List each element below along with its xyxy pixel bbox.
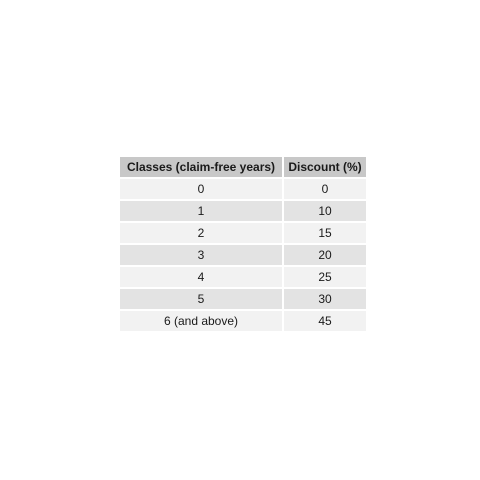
class-cell: 2 xyxy=(120,223,282,243)
class-cell: 0 xyxy=(120,179,282,199)
header-discount: Discount (%) xyxy=(284,157,366,177)
table-row: 0 0 xyxy=(120,179,366,199)
discount-cell: 25 xyxy=(284,267,366,287)
class-cell: 1 xyxy=(120,201,282,221)
discount-table: Classes (claim-free years) Discount (%) … xyxy=(118,155,368,333)
discount-cell: 10 xyxy=(284,201,366,221)
class-cell: 6 (and above) xyxy=(120,311,282,331)
discount-cell: 15 xyxy=(284,223,366,243)
table-header-row: Classes (claim-free years) Discount (%) xyxy=(120,157,366,177)
class-cell: 4 xyxy=(120,267,282,287)
discount-cell: 20 xyxy=(284,245,366,265)
discount-cell: 30 xyxy=(284,289,366,309)
table-row: 3 20 xyxy=(120,245,366,265)
discount-cell: 45 xyxy=(284,311,366,331)
table-row: 6 (and above) 45 xyxy=(120,311,366,331)
class-cell: 5 xyxy=(120,289,282,309)
table-row: 2 15 xyxy=(120,223,366,243)
discount-cell: 0 xyxy=(284,179,366,199)
table-row: 5 30 xyxy=(120,289,366,309)
table-row: 4 25 xyxy=(120,267,366,287)
class-cell: 3 xyxy=(120,245,282,265)
header-classes: Classes (claim-free years) xyxy=(120,157,282,177)
table-row: 1 10 xyxy=(120,201,366,221)
